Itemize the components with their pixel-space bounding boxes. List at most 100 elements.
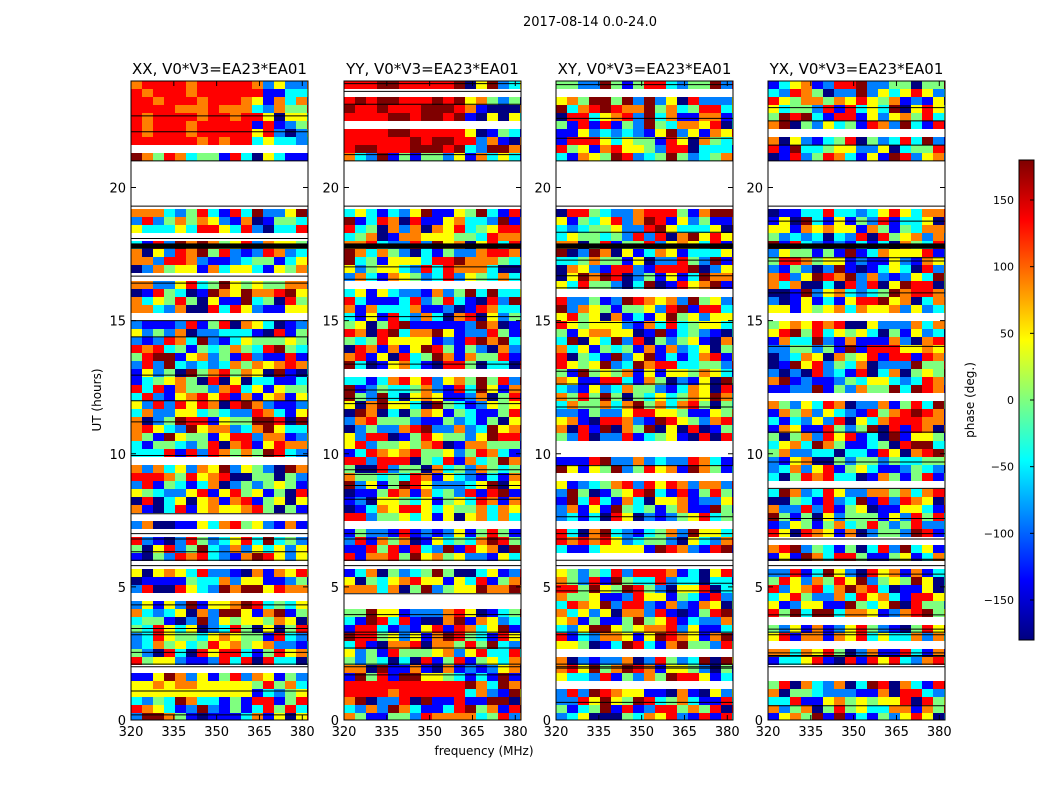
phase-cell — [600, 617, 611, 625]
phase-cell — [366, 217, 377, 225]
phase-cell — [578, 145, 589, 153]
phase-cell — [241, 505, 252, 513]
phase-cell — [432, 249, 443, 257]
phase-cell — [790, 353, 801, 361]
phase-cell — [285, 481, 296, 489]
phase-cell — [241, 617, 252, 625]
phase-cell — [388, 329, 399, 337]
phase-cell — [377, 633, 388, 641]
phase-cell — [823, 281, 834, 289]
phase-cell — [633, 137, 644, 145]
phase-cell — [889, 81, 900, 89]
phase-cell — [285, 209, 296, 217]
phase-cell — [900, 97, 911, 105]
phase-cell — [142, 449, 153, 457]
phase-cell — [219, 353, 230, 361]
phase-cell — [509, 657, 520, 665]
phase-cell — [812, 433, 823, 441]
phase-cell — [567, 385, 578, 393]
phase-cell — [823, 345, 834, 353]
phase-cell — [768, 105, 779, 113]
phase-cell — [355, 225, 366, 233]
phase-cell — [845, 465, 856, 473]
phase-cell — [142, 633, 153, 641]
phase-cell — [377, 265, 388, 273]
phase-cell — [578, 465, 589, 473]
phase-cell — [688, 97, 699, 105]
phase-cell — [801, 281, 812, 289]
phase-cell — [366, 673, 377, 681]
phase-cell — [812, 681, 823, 689]
phase-cell — [812, 417, 823, 425]
phase-cell — [208, 105, 219, 113]
phase-cell — [186, 609, 197, 617]
phase-cell — [688, 305, 699, 313]
phase-cell — [933, 281, 944, 289]
phase-cell — [454, 137, 465, 145]
phase-cell — [498, 297, 509, 305]
phase-cell — [666, 505, 677, 513]
phase-cell — [252, 153, 263, 161]
phase-cell — [285, 441, 296, 449]
phase-cell — [219, 449, 230, 457]
phase-cell — [252, 225, 263, 233]
phase-cell — [721, 609, 732, 617]
phase-cell — [153, 425, 164, 433]
phase-cell — [644, 457, 655, 465]
phase-cell — [889, 465, 900, 473]
phase-cell — [823, 577, 834, 585]
phase-cell — [812, 113, 823, 121]
phase-cell — [296, 297, 307, 305]
phase-cell — [454, 129, 465, 137]
phase-cell — [710, 209, 721, 217]
phase-cell — [252, 249, 263, 257]
phase-cell — [834, 409, 845, 417]
phase-cell — [710, 633, 721, 641]
phase-cell — [465, 225, 476, 233]
phase-cell — [476, 417, 487, 425]
phase-cell — [377, 649, 388, 657]
phase-cell — [611, 129, 622, 137]
phase-cell — [454, 321, 465, 329]
phase-cell — [589, 529, 600, 537]
phase-cell — [241, 673, 252, 681]
phase-cell — [296, 129, 307, 137]
phase-cell — [933, 545, 944, 553]
phase-cell — [790, 497, 801, 505]
phase-cell — [922, 249, 933, 257]
phase-cell — [498, 617, 509, 625]
phase-cell — [421, 249, 432, 257]
phase-cell — [556, 145, 567, 153]
phase-cell — [878, 489, 889, 497]
phase-cell — [241, 521, 252, 529]
phase-cell — [219, 89, 230, 97]
phase-cell — [834, 113, 845, 121]
phase-cell — [655, 481, 666, 489]
phase-cell — [578, 105, 589, 113]
phase-cell — [589, 489, 600, 497]
phase-cell — [443, 641, 454, 649]
phase-cell — [889, 353, 900, 361]
phase-cell — [377, 345, 388, 353]
phase-cell — [556, 665, 567, 673]
phase-cell — [197, 521, 208, 529]
phase-cell — [688, 153, 699, 161]
phase-cell — [197, 401, 208, 409]
phase-cell — [164, 225, 175, 233]
phase-cell — [801, 577, 812, 585]
phase-cell — [611, 273, 622, 281]
phase-cell — [498, 353, 509, 361]
phase-cell — [252, 617, 263, 625]
phase-cell — [263, 401, 274, 409]
phase-cell — [922, 369, 933, 377]
phase-cell — [633, 425, 644, 433]
phase-cell — [666, 585, 677, 593]
phase-cell — [208, 505, 219, 513]
phase-cell — [399, 345, 410, 353]
phase-cell — [922, 297, 933, 305]
phase-cell — [721, 97, 732, 105]
phase-cell — [355, 425, 366, 433]
phase-cell — [779, 697, 790, 705]
phase-cell — [509, 473, 520, 481]
